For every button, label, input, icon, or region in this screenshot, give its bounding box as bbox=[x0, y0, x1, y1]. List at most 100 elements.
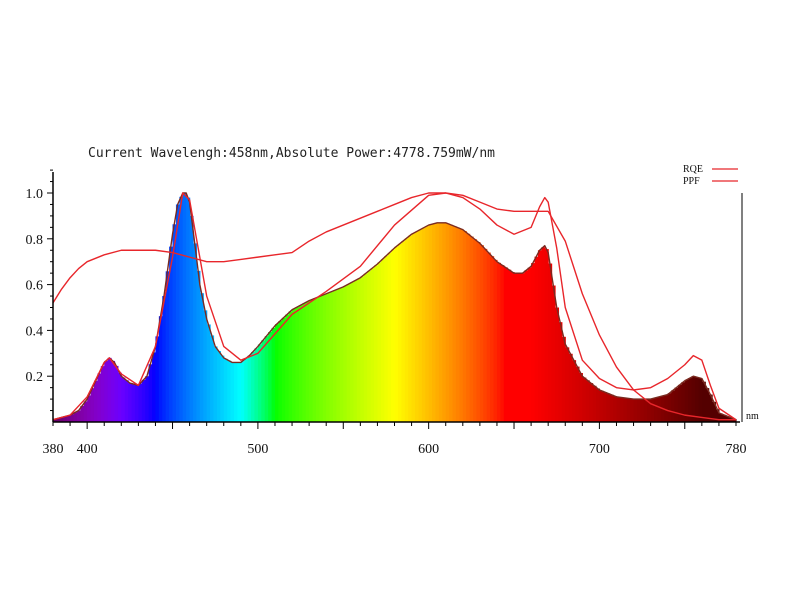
spectrum-bar bbox=[449, 224, 454, 422]
y-ticks: 0.2 0.4 0.6 0.8 1.0 bbox=[26, 169, 53, 412]
spectrum-bar bbox=[152, 352, 157, 422]
spectrum-bar bbox=[674, 387, 679, 422]
spectrum-bar bbox=[80, 405, 85, 422]
spectrum-bar bbox=[616, 397, 621, 422]
spectrum-bar bbox=[59, 417, 64, 422]
spectrum-bar bbox=[346, 284, 351, 422]
spectrum-bar bbox=[343, 285, 348, 422]
spectrum-bar bbox=[486, 252, 491, 422]
spectrum-bar bbox=[582, 377, 587, 422]
spectrum-bar bbox=[302, 303, 307, 422]
spectrum-bar bbox=[462, 231, 467, 422]
spectrum-bar bbox=[93, 380, 98, 422]
spectrum-bar bbox=[172, 224, 177, 422]
spectrum-bar bbox=[70, 414, 75, 422]
spectrum-bar bbox=[329, 291, 334, 422]
spectrum-bar bbox=[664, 394, 669, 422]
spectrum-bar bbox=[418, 229, 423, 422]
spectrum-bar bbox=[83, 401, 88, 422]
spectrum-bar bbox=[520, 273, 525, 422]
spectrum-bar bbox=[534, 256, 539, 422]
spectrum-bar bbox=[230, 362, 235, 422]
spectrum-bar bbox=[274, 324, 279, 422]
spectrum-bar bbox=[654, 397, 659, 422]
spectrum-bar bbox=[186, 197, 191, 422]
x-ticks: 380 400 500 600 700 780 bbox=[43, 422, 747, 457]
spectrum-bar bbox=[350, 282, 355, 422]
spectrum-bar bbox=[193, 243, 198, 422]
spectrum-bar bbox=[425, 225, 430, 422]
spectrum-bar bbox=[657, 396, 662, 422]
spectrum-bar bbox=[203, 310, 208, 422]
spectrum-bar bbox=[428, 224, 433, 422]
spectrum-bar bbox=[565, 347, 570, 422]
x-tick-label: 380 bbox=[43, 442, 64, 457]
spectrum-bar bbox=[356, 278, 361, 422]
spectrum-bar bbox=[404, 238, 409, 422]
spectrum-bar bbox=[585, 380, 590, 422]
spectrum-bar bbox=[479, 245, 484, 422]
spectrum-bar bbox=[63, 416, 68, 422]
spectrum-bar bbox=[292, 308, 297, 422]
spectrum-bar bbox=[124, 380, 129, 422]
spectrum-bar bbox=[469, 236, 474, 422]
spectrum-bar bbox=[507, 269, 512, 422]
spectrum-bar bbox=[667, 393, 672, 422]
spectrum-bar bbox=[613, 396, 618, 422]
spectrum-bar bbox=[111, 360, 116, 422]
spectrum-bar bbox=[575, 366, 580, 422]
spectrum-bar bbox=[333, 290, 338, 422]
spectrum-bar bbox=[691, 376, 696, 422]
spectrum-bar bbox=[688, 378, 693, 422]
spectrum-bar bbox=[698, 378, 703, 422]
legend: RQE PPF bbox=[683, 164, 738, 187]
spectrum-bar bbox=[134, 384, 139, 422]
spectrum-bar bbox=[626, 398, 631, 422]
spectrum-bar bbox=[244, 358, 249, 422]
spectrum-bar bbox=[175, 204, 180, 422]
spectrum-bar bbox=[445, 223, 450, 422]
spectrum-bar bbox=[363, 273, 368, 422]
spectrum-bar bbox=[647, 399, 652, 422]
spectrum-bar bbox=[227, 360, 232, 422]
spectrum-bar bbox=[619, 397, 624, 422]
spectrum-bar bbox=[295, 307, 300, 422]
spectrum-bar bbox=[551, 285, 556, 422]
spectrum-bar bbox=[401, 241, 406, 422]
spectrum-bar bbox=[114, 365, 119, 422]
spectrum-bar bbox=[53, 419, 58, 422]
spectrum-bar bbox=[435, 222, 440, 422]
spectrum-bar bbox=[452, 226, 457, 422]
spectrum-bar bbox=[589, 383, 594, 422]
spectrum-bar bbox=[220, 355, 225, 422]
spectrum-bar bbox=[66, 415, 71, 422]
spectrum-bar bbox=[271, 327, 276, 422]
spectrum-bar bbox=[695, 377, 700, 422]
spectrum-bar bbox=[162, 296, 167, 422]
spectrum-bar bbox=[360, 276, 365, 422]
spectrum-bar bbox=[623, 397, 628, 422]
spectrum-bar bbox=[268, 332, 273, 422]
spectrum-bar bbox=[722, 414, 727, 422]
spectrum-bar bbox=[76, 410, 81, 422]
spectrum-bar bbox=[374, 265, 379, 422]
spectrum-bar bbox=[493, 259, 498, 422]
spectrum-bar bbox=[169, 246, 174, 422]
spectrum-bar bbox=[264, 336, 269, 423]
spectrum-bar bbox=[121, 377, 126, 422]
spectrum-bar bbox=[514, 273, 519, 422]
spectrum-bar bbox=[636, 399, 641, 422]
spectrum-bar bbox=[326, 293, 331, 422]
spectrum-bar bbox=[179, 196, 184, 422]
spectrum-bar bbox=[397, 243, 402, 422]
spectrum-bar bbox=[182, 193, 187, 422]
spectrum-bar bbox=[305, 301, 310, 422]
legend-label-ppf: PPF bbox=[683, 176, 700, 187]
spectrum-bar bbox=[100, 366, 105, 422]
spectrum-bar bbox=[322, 294, 327, 422]
spectrum-bar bbox=[278, 321, 283, 422]
spectrum-bar bbox=[107, 357, 112, 422]
spectrum-bar bbox=[537, 250, 542, 422]
spectrum-bar bbox=[97, 373, 102, 422]
